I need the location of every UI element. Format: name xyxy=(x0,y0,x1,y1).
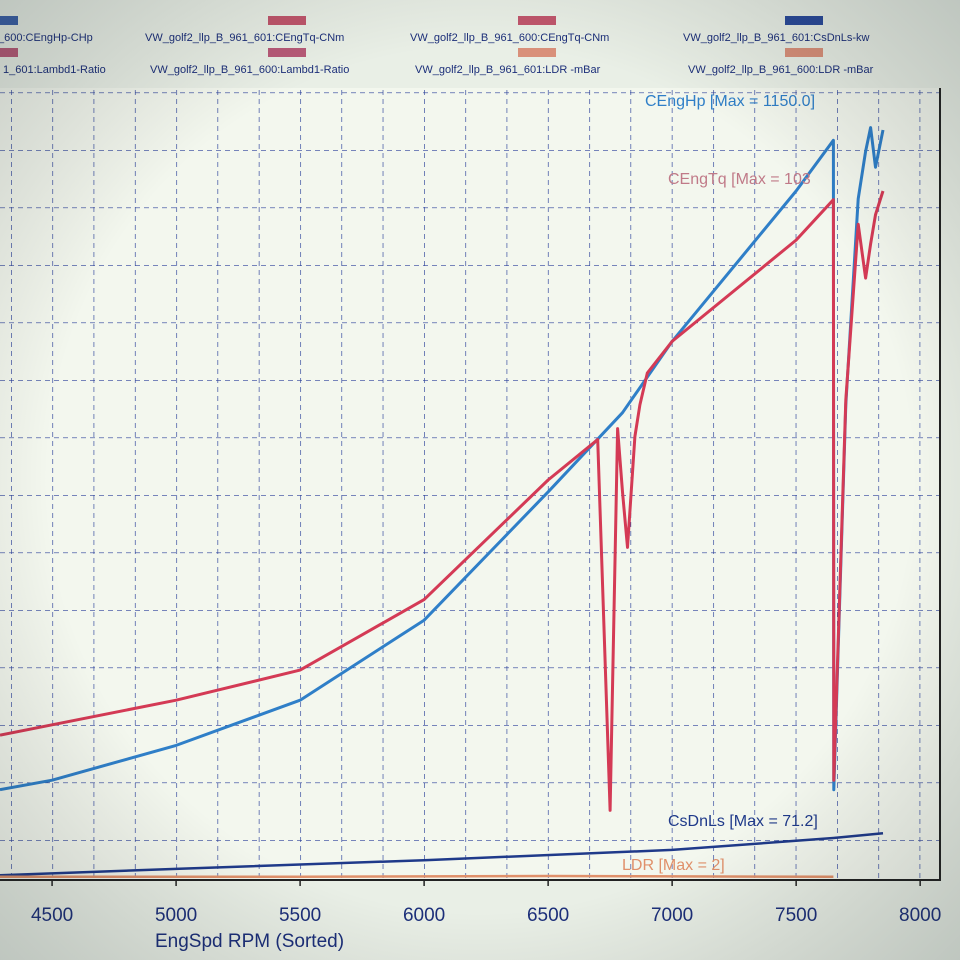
annotation: CEngHp [Max = 1150.0] xyxy=(645,93,815,110)
x-tick-label: 5000 xyxy=(155,905,197,926)
legend-swatch xyxy=(518,16,556,25)
legend-label: VW_golf2_llp_B_961_601:LDR -mBar xyxy=(415,64,601,76)
legend-swatch xyxy=(785,48,823,57)
annotation: CEngTq [Max = 103 xyxy=(668,171,811,188)
x-tick-label: 7000 xyxy=(651,905,693,926)
legend-label: VW_golf2_llp_B_961_601:CsDnLs-kw xyxy=(683,32,870,44)
legend-swatch xyxy=(785,16,823,25)
legend-swatch xyxy=(268,48,306,57)
x-tick-label: 6500 xyxy=(527,905,569,926)
legend-label: VW_golf2_llp_B_961_600:Lambd1-Ratio xyxy=(150,64,349,76)
annotation: CsDnLs [Max = 71.2] xyxy=(668,813,818,830)
x-tick-label: 5500 xyxy=(279,905,321,926)
legend-swatch xyxy=(268,16,306,25)
legend-swatch xyxy=(0,16,18,25)
line-series xyxy=(0,874,834,879)
x-tick-label: 8000 xyxy=(899,905,941,926)
x-tick-label: 4500 xyxy=(31,905,73,926)
x-tick-label: 7500 xyxy=(775,905,817,926)
annotation: LDR [Max = 2] xyxy=(622,857,725,874)
legend-label: 1_601:Lambd1-Ratio xyxy=(3,64,106,76)
legend-label: VW_golf2_llp_B_961_600:CEngTq-CNm xyxy=(410,32,609,44)
legend-label: VW_golf2_llp_B_961_601:CEngTq-CNm xyxy=(145,32,344,44)
x-axis-label: EngSpd RPM (Sorted) xyxy=(155,931,344,952)
legend-swatch xyxy=(0,48,18,57)
x-tick-label: 6000 xyxy=(403,905,445,926)
legend-label: VW_golf2_llp_B_961_600:LDR -mBar xyxy=(688,64,874,76)
legend-label: _600:CEngHp-CHp xyxy=(0,32,93,44)
legend-swatch xyxy=(518,48,556,57)
grid-horizontal xyxy=(0,88,940,880)
